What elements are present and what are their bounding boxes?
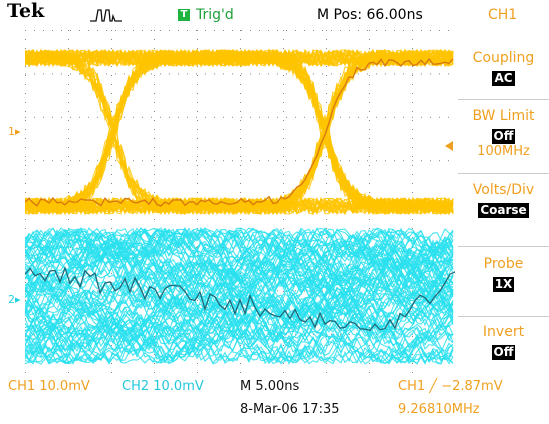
menu-divider <box>458 316 549 317</box>
waveform-canvas <box>25 30 455 373</box>
invert-label: Invert <box>482 324 525 340</box>
channel-menu: Coupling AC BW Limit Off 100MHz Volts/Di… <box>458 30 549 376</box>
readout-bar: CH1 10.0mV CH2 10.0mV M 5.00ns 8-Mar-06 … <box>0 376 549 424</box>
date-readout: 8-Mar-06 17:35 <box>240 402 340 417</box>
bw-limit-label: BW Limit <box>472 108 535 124</box>
volts-div-label: Volts/Div <box>472 182 535 198</box>
ch2-ground-marker: 2▸ <box>8 293 21 306</box>
ch1-live-trace <box>25 57 454 207</box>
bw-limit-button[interactable]: BW Limit Off 100MHz <box>458 108 549 160</box>
volts-div-button[interactable]: Volts/Div Coarse <box>458 182 549 218</box>
ch2-noise-band <box>25 226 454 365</box>
coupling-label: Coupling <box>472 50 535 66</box>
bw-limit-frequency: 100MHz <box>477 144 530 159</box>
ch2-live-trace <box>25 266 455 332</box>
menu-channel-title: CH1 <box>488 7 518 23</box>
waveform-display <box>25 30 455 377</box>
bw-limit-value: Off <box>491 129 516 144</box>
acquisition-pulse-icon <box>90 9 122 22</box>
menu-divider <box>458 99 549 100</box>
probe-label: Probe <box>483 256 524 272</box>
volts-div-value: Coarse <box>478 203 529 218</box>
trigger-level-icon <box>445 141 453 151</box>
invert-value: Off <box>491 345 516 360</box>
invert-button[interactable]: Invert Off <box>458 324 549 360</box>
trigger-icon: T <box>178 9 190 21</box>
ch2-scale-readout: CH2 10.0mV <box>122 379 204 394</box>
probe-button[interactable]: Probe 1X <box>458 256 549 292</box>
horizontal-position: M Pos: 66.00ns <box>317 7 423 23</box>
status-bar: Tek T Trig'd M Pos: 66.00ns CH1 <box>0 0 549 30</box>
probe-value: 1X <box>492 277 515 292</box>
menu-divider <box>458 246 549 247</box>
timebase-readout: M 5.00ns <box>240 379 300 394</box>
coupling-button[interactable]: Coupling AC <box>458 50 549 86</box>
menu-divider <box>458 173 549 174</box>
frequency-readout: 9.26810MHz <box>398 402 480 417</box>
ch1-scale-readout: CH1 10.0mV <box>8 379 90 394</box>
trigger-status: Trig'd <box>196 7 234 23</box>
coupling-value: AC <box>492 71 515 86</box>
ch1-eye-pattern <box>25 48 454 216</box>
ch1-ground-marker: 1▸ <box>8 125 21 138</box>
brand-logo: Tek <box>7 0 45 22</box>
trigger-level-readout: CH1 ╱ −2.87mV <box>398 379 503 394</box>
